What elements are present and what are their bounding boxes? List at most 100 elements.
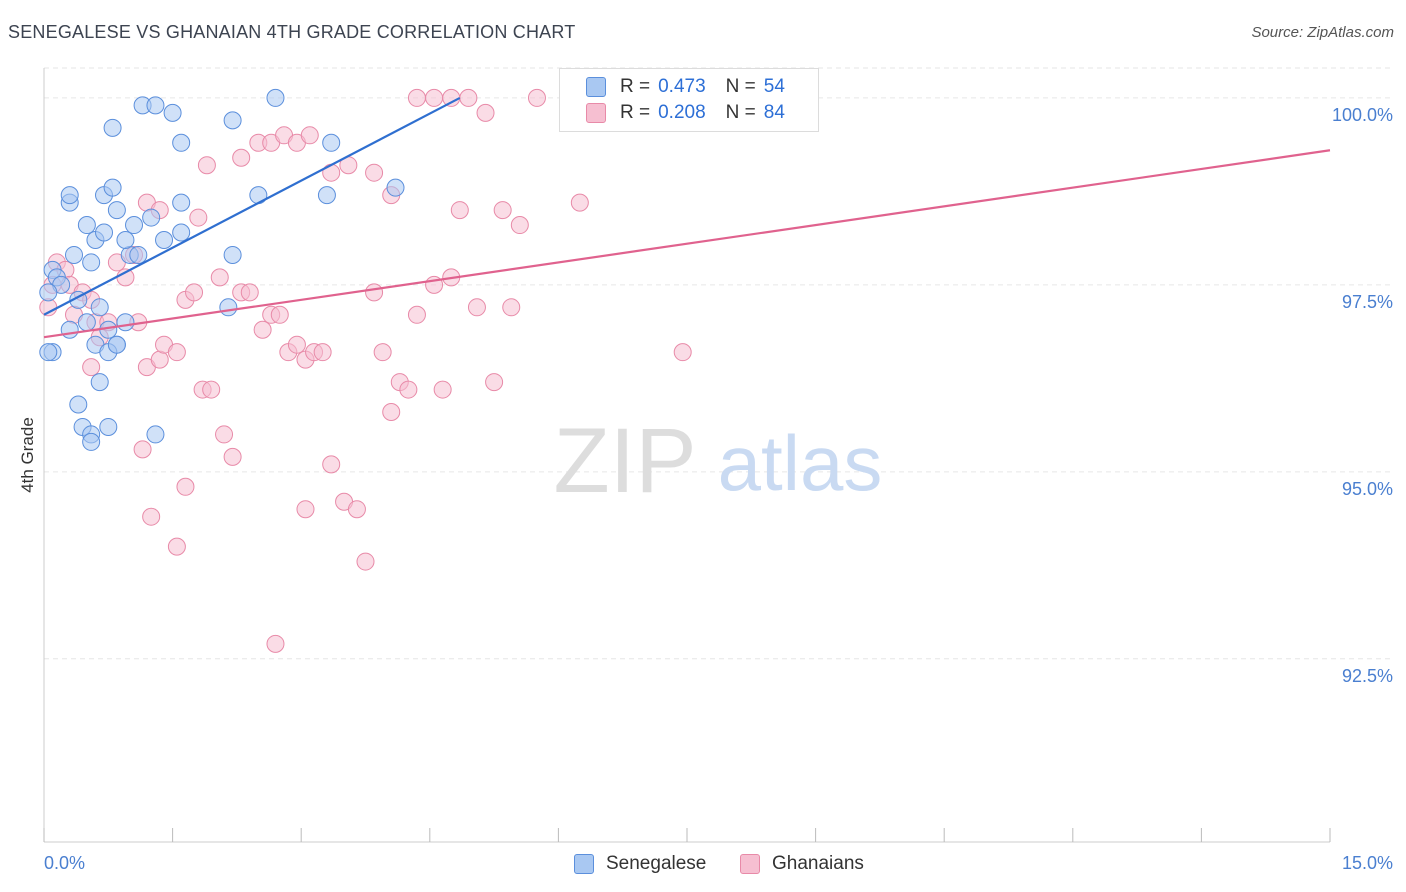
legend-swatch-pink [586, 103, 606, 123]
ghanaian-point [167, 343, 186, 362]
ghanaian-point [270, 305, 289, 324]
ghanaian-point [407, 305, 426, 324]
ghanaian-point [287, 335, 306, 354]
trend-layer [43, 96, 1331, 339]
y-tick-label: 92.5% [1342, 666, 1393, 686]
ghanaian-point [210, 268, 229, 287]
ghanaian-point [215, 425, 234, 444]
ghanaian-point [502, 298, 521, 317]
legend-r-value: 0.473 [658, 76, 706, 97]
ghanaian-point [425, 88, 444, 107]
senegalese-point [103, 118, 122, 137]
senegalese-point [60, 320, 79, 339]
legend-n-label: N = [725, 102, 756, 123]
ghanaian-point [347, 500, 366, 519]
watermark-atlas: atlas [718, 419, 883, 507]
ghanaian-point [313, 343, 332, 362]
ghanaian-point [399, 380, 418, 399]
x-tick-label: 0.0% [44, 853, 85, 873]
ghanaian-point [185, 283, 204, 302]
ghanaian-point [266, 634, 285, 653]
ghanaian-point [493, 201, 512, 220]
senegalese-point [39, 343, 58, 362]
ghanaian-point [322, 163, 341, 182]
ghanaian-point [240, 283, 259, 302]
senegalese-point [155, 231, 174, 249]
axis-layer [43, 68, 1331, 843]
senegalese-point [129, 245, 148, 264]
ghanaian-point [365, 163, 384, 182]
ghanaian-trend-line [43, 149, 1331, 339]
senegalese-point [60, 186, 79, 205]
ghanaian-point [382, 403, 401, 421]
ghanaian-point [253, 320, 272, 339]
chart-title: SENEGALESE VS GHANAIAN 4TH GRADE CORRELA… [8, 22, 576, 42]
legend-r-label: R = [620, 102, 651, 123]
y-tick-label: 100.0% [1332, 105, 1393, 125]
senegalese-point [103, 178, 122, 197]
senegalese-point [172, 133, 191, 152]
ghanaian-point [373, 343, 392, 362]
ghanaian-point [322, 455, 341, 474]
senegalese-point [107, 335, 126, 354]
source-label: Source: ZipAtlas.com [1251, 24, 1394, 41]
ghanaian-point [407, 88, 426, 107]
ghanaian-point [176, 477, 195, 496]
ghanaian-point [356, 552, 375, 571]
ghanaian-point [189, 208, 208, 227]
y-tick-label: 95.0% [1342, 479, 1393, 499]
senegalese-point [116, 231, 135, 249]
legend-swatch-blue [574, 854, 594, 874]
senegalese-point [172, 223, 191, 242]
legend-n-value: 54 [763, 76, 785, 97]
watermark: ZIP atlas [553, 410, 882, 512]
senegalese-point [146, 425, 165, 444]
tick-label-layer: 92.5% 95.0% 97.5% 100.0% 0.0% 15.0% [44, 105, 1393, 873]
ghanaian-point [570, 193, 589, 212]
ghanaian-point [133, 440, 152, 459]
bottom-legend-ghanaians[interactable]: Ghanaians [740, 851, 864, 877]
senegalese-point [39, 283, 58, 302]
senegalese-point [223, 111, 242, 130]
legend-n-value: 84 [763, 102, 785, 123]
senegalese-point [163, 103, 182, 122]
ghanaian-point [223, 447, 242, 466]
ghanaian-point [150, 350, 169, 369]
legend-r-value: 0.208 [658, 102, 706, 123]
ghanaian-point [485, 373, 504, 392]
senegalese-point [107, 201, 126, 220]
watermark-zip: ZIP [553, 410, 696, 512]
senegalese-point [172, 193, 191, 212]
legend-r-label: R = [620, 76, 651, 97]
ghanaian-point [442, 88, 461, 107]
senegalese-point [386, 178, 405, 197]
ghanaian-point [476, 103, 495, 122]
senegalese-point [95, 223, 114, 242]
senegalese-point [116, 313, 135, 332]
senegalese-point [65, 245, 84, 264]
senegalese-point [69, 395, 88, 414]
ghanaian-point [527, 88, 546, 107]
senegalese-point [142, 208, 161, 227]
senegalese-point [223, 245, 242, 264]
senegalese-point [82, 432, 101, 451]
ghanaian-point [197, 156, 216, 175]
ghanaian-point [232, 148, 251, 167]
bottom-legend-senegalese[interactable]: Senegalese [574, 851, 706, 877]
ghanaian-point [82, 358, 101, 377]
ghanaian-point [167, 537, 186, 556]
ghanaian-point [202, 380, 221, 399]
senegalese-point [266, 88, 285, 107]
points-layer [39, 88, 692, 653]
legend-label-ghanaians: Ghanaians [772, 853, 864, 874]
x-tick-label: 15.0% [1342, 853, 1393, 873]
ghanaian-point [673, 343, 692, 362]
ghanaian-point [510, 216, 529, 235]
y-tick-label: 97.5% [1342, 292, 1393, 312]
senegalese-point [125, 216, 144, 235]
ghanaian-point [450, 201, 469, 220]
ghanaian-point [300, 126, 319, 145]
legend-row-senegalese: R = 0.473 N = 54 [586, 74, 805, 100]
senegalese-point [317, 186, 336, 205]
ghanaian-point [365, 283, 384, 302]
